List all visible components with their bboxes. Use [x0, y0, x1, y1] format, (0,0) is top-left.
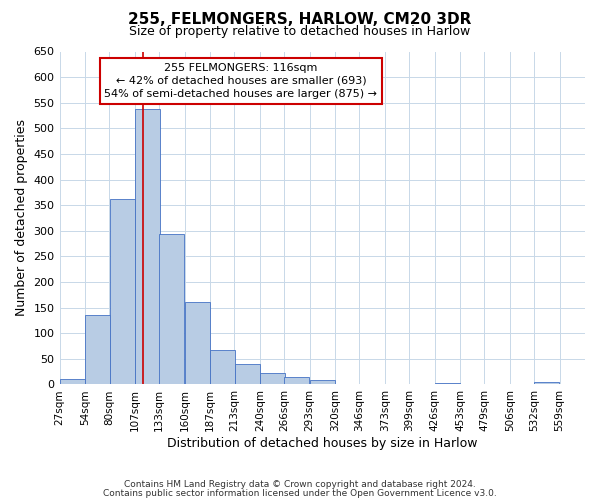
Bar [135, 110, 160, 384]
X-axis label: Distribution of detached houses by size in Harlow: Distribution of detached houses by size … [167, 437, 478, 450]
Text: 255 FELMONGERS: 116sqm
← 42% of detached houses are smaller (693)
54% of semi-de: 255 FELMONGERS: 116sqm ← 42% of detached… [104, 63, 377, 99]
Y-axis label: Number of detached properties: Number of detached properties [15, 120, 28, 316]
Bar [59, 380, 85, 384]
Bar [310, 380, 335, 384]
Text: Size of property relative to detached houses in Harlow: Size of property relative to detached ho… [130, 25, 470, 38]
Bar [85, 316, 110, 384]
Bar [284, 377, 310, 384]
Bar [110, 199, 134, 384]
Bar [160, 234, 184, 384]
Text: Contains public sector information licensed under the Open Government Licence v3: Contains public sector information licen… [103, 488, 497, 498]
Bar [185, 302, 210, 384]
Text: Contains HM Land Registry data © Crown copyright and database right 2024.: Contains HM Land Registry data © Crown c… [124, 480, 476, 489]
Bar [235, 364, 260, 384]
Bar [435, 383, 460, 384]
Bar [260, 373, 285, 384]
Bar [535, 382, 559, 384]
Text: 255, FELMONGERS, HARLOW, CM20 3DR: 255, FELMONGERS, HARLOW, CM20 3DR [128, 12, 472, 28]
Bar [210, 350, 235, 384]
